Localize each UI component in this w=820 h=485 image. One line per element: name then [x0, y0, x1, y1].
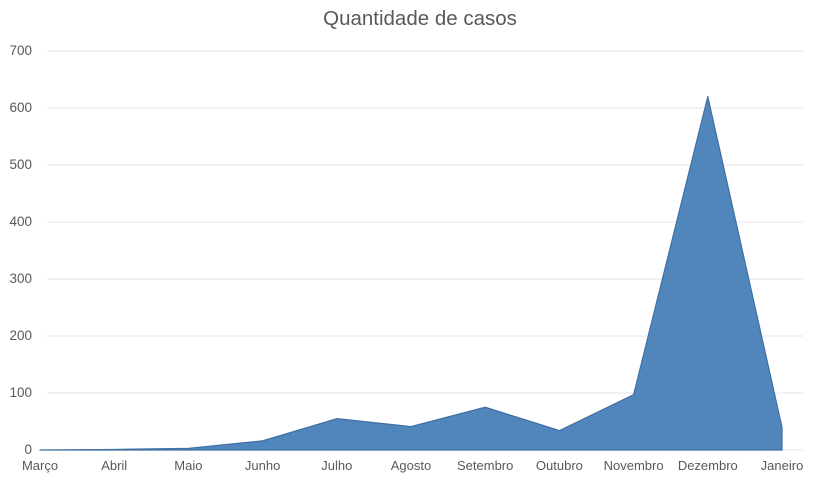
svg-text:200: 200: [9, 328, 32, 343]
svg-text:Janeiro: Janeiro: [761, 458, 804, 473]
svg-text:Agosto: Agosto: [391, 458, 431, 473]
svg-text:Dezembro: Dezembro: [678, 458, 738, 473]
svg-text:Março: Março: [22, 458, 58, 473]
svg-text:Maio: Maio: [174, 458, 202, 473]
svg-text:Setembro: Setembro: [457, 458, 513, 473]
svg-text:400: 400: [9, 214, 32, 229]
svg-text:Julho: Julho: [321, 458, 352, 473]
svg-text:100: 100: [9, 385, 32, 400]
svg-text:0: 0: [24, 442, 32, 457]
svg-text:600: 600: [9, 100, 32, 115]
svg-text:Abril: Abril: [101, 458, 127, 473]
svg-text:300: 300: [9, 271, 32, 286]
svg-text:Novembro: Novembro: [604, 458, 664, 473]
svg-text:500: 500: [9, 157, 32, 172]
svg-text:Outubro: Outubro: [536, 458, 583, 473]
svg-text:Junho: Junho: [245, 458, 280, 473]
svg-text:700: 700: [9, 43, 32, 58]
